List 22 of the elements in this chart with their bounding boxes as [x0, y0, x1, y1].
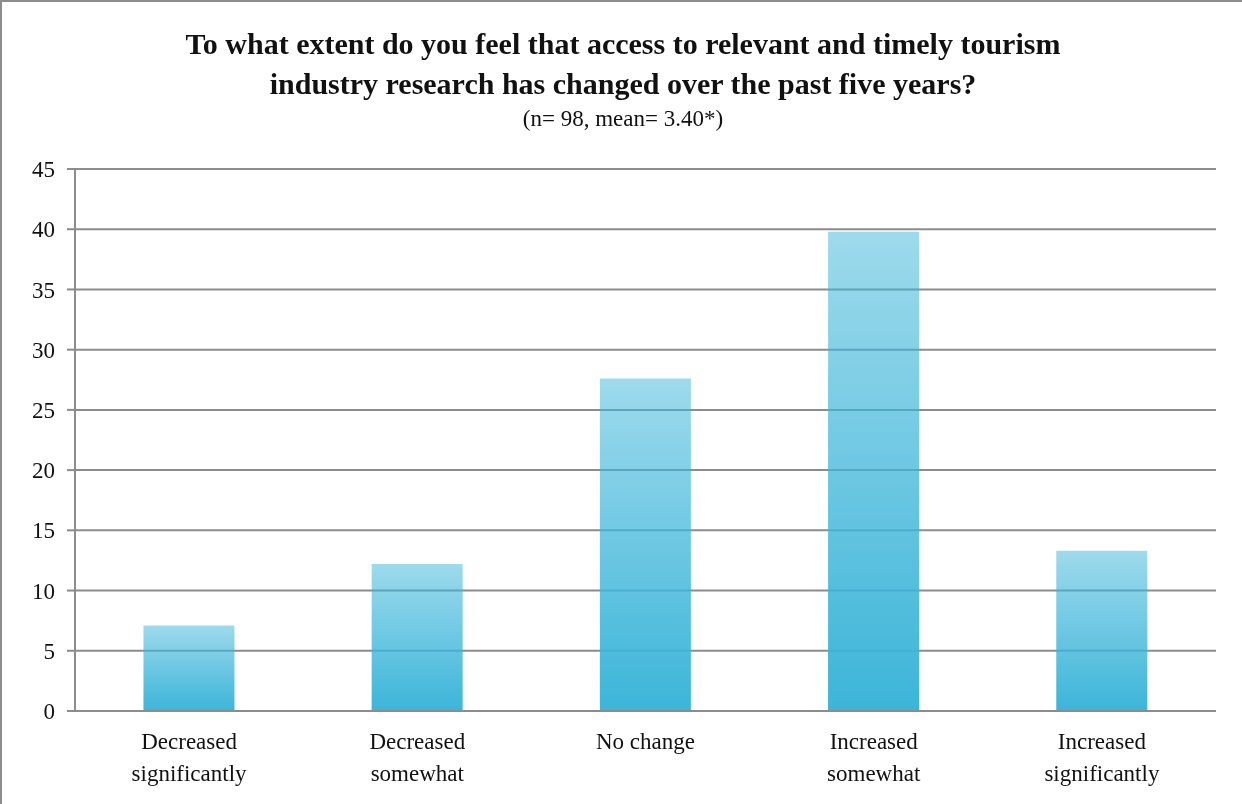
y-tick-label: 10: [32, 578, 55, 604]
x-tick-label: Decreased somewhat: [369, 729, 466, 787]
y-tick-label: 15: [32, 518, 55, 544]
bar: [599, 378, 691, 711]
x-tick-label: No change: [596, 729, 695, 755]
bar: [1056, 550, 1148, 711]
y-tick-label: 35: [32, 277, 55, 303]
y-tick-label: 5: [43, 638, 55, 664]
bar: [828, 231, 920, 711]
y-tick-label: 25: [32, 398, 55, 424]
y-tick-label: 40: [32, 217, 55, 243]
y-tick-label: 20: [32, 458, 55, 484]
x-tick-label: Decreased significantly: [131, 729, 248, 787]
x-tick-label: Increased significantly: [1044, 729, 1160, 787]
bar: [371, 564, 463, 711]
x-tick-label: Increased somewhat: [827, 729, 921, 787]
y-tick-label: 0: [43, 699, 55, 725]
chart-title: To what extent do you feel that access to relevant and timely tourism industry research has changed over the past five years?: [184, 26, 1062, 102]
chart-subtitle: (n= 98, mean= 3.40*): [522, 105, 724, 133]
bar: [143, 625, 235, 711]
y-tick-label: 30: [32, 337, 55, 363]
y-tick-label: 45: [32, 157, 55, 183]
